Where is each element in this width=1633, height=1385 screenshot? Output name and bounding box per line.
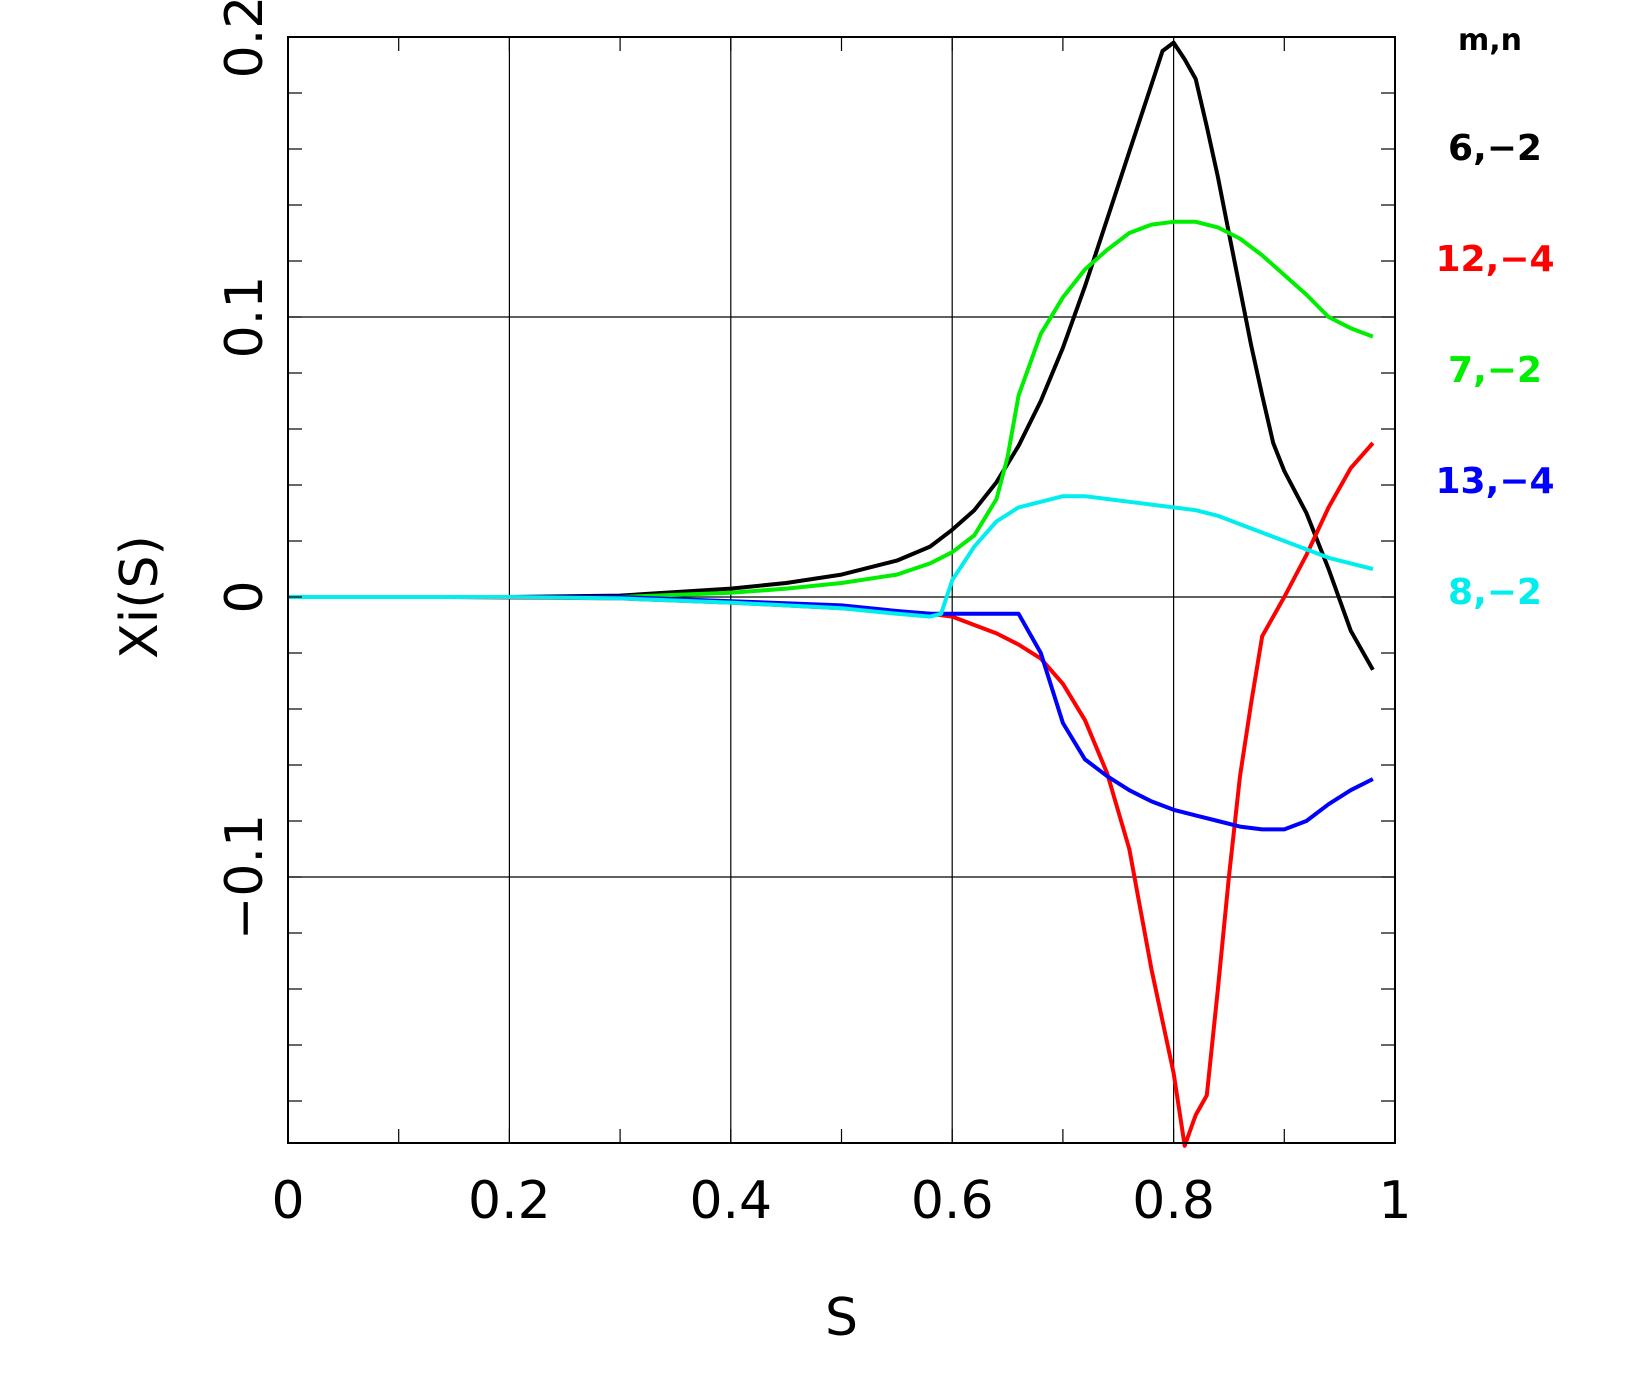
- x-tick-label: 1: [1378, 1171, 1411, 1231]
- legend-label-2: 7,−2: [1448, 350, 1542, 391]
- legend-label-3: 13,−4: [1436, 461, 1555, 502]
- legend: 6,−2 12,−4 7,−2 13,−4 8,−2: [1436, 128, 1555, 613]
- x-tick-label: 0.4: [689, 1171, 772, 1231]
- y-tick-label: −0.1: [215, 814, 275, 940]
- legend-header: m,n: [1458, 23, 1522, 58]
- series-line-2: [443, 219, 1374, 599]
- x-tick-label: 0.2: [468, 1171, 551, 1231]
- legend-label-1: 12,−4: [1436, 239, 1555, 280]
- tick-labels: 0 0.2 0.4 0.6 0.8 1 −0.1 0 0.1 0.2: [215, 0, 1412, 1231]
- y-tick-label: 0.1: [215, 276, 275, 359]
- series-line-3: [443, 595, 1374, 832]
- y-tick-label: 0: [215, 580, 275, 613]
- y-tick-label: 0.2: [215, 0, 275, 78]
- x-tick-label: 0: [271, 1171, 304, 1231]
- series-line-0: [443, 40, 1375, 671]
- legend-label-0: 6,−2: [1448, 128, 1542, 169]
- series-line-1: [442, 441, 1375, 1148]
- x-tick-label: 0.8: [1132, 1171, 1215, 1231]
- tick-marks: [288, 36, 1395, 1143]
- plot-frame: [287, 36, 1396, 1144]
- y-axis-title: Xi(S): [110, 535, 170, 659]
- grid-lines: [287, 36, 1396, 1143]
- series-lines: [288, 40, 1375, 1148]
- legend-label-4: 8,−2: [1448, 572, 1542, 613]
- x-axis-title: S: [825, 1288, 858, 1348]
- series-line-4: [288, 494, 1374, 619]
- x-tick-label: 0.6: [911, 1171, 994, 1231]
